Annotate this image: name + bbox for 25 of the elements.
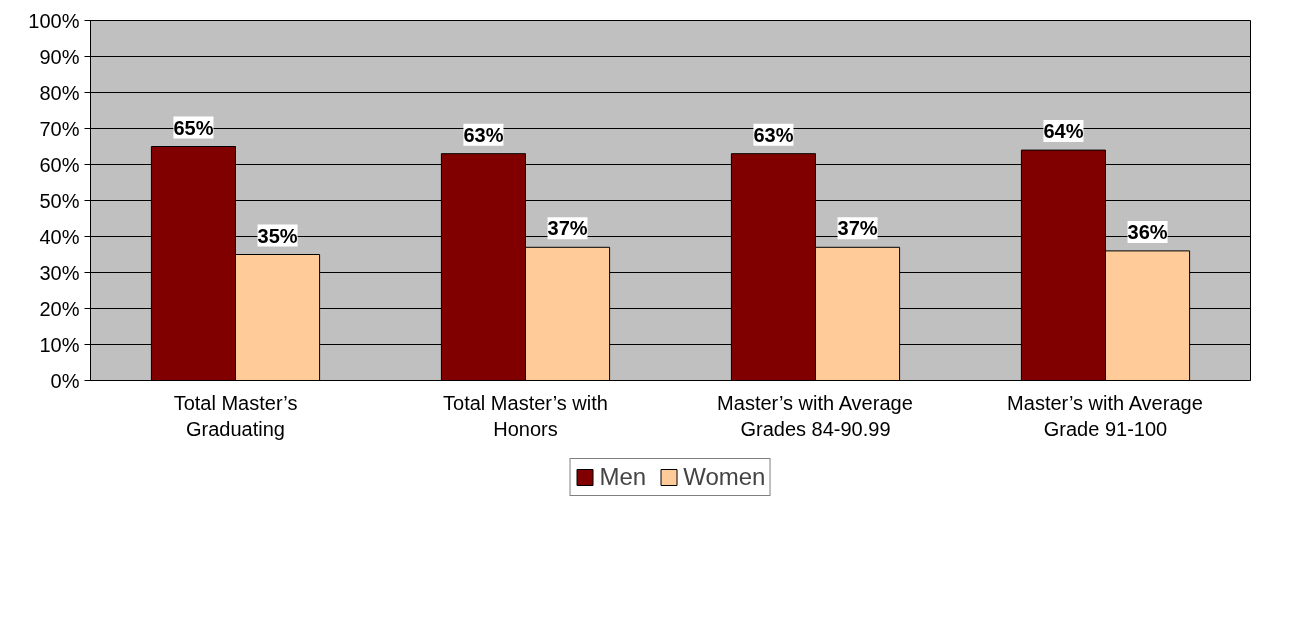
data-label: 63%	[753, 123, 794, 146]
legend-label: Women	[683, 463, 766, 491]
x-tick-label: Master’s with Average Grade 91-100	[1007, 391, 1203, 440]
y-tick-label: 100%	[28, 9, 80, 32]
x-tick-label: Total Master’s with Honors	[443, 391, 608, 440]
y-tick-label: 50%	[39, 189, 80, 212]
x-tick-label: Total Master’s Graduating	[173, 391, 298, 440]
y-tick-label: 60%	[39, 153, 80, 176]
y-tick-label: 30%	[39, 261, 80, 284]
data-label: 36%	[1127, 220, 1168, 243]
data-label: 64%	[1043, 120, 1084, 143]
legend-label: Men	[599, 463, 647, 491]
y-tick-label: 90%	[39, 45, 80, 68]
y-tick-label: 80%	[39, 81, 80, 104]
data-label: 35%	[257, 224, 298, 247]
y-tick-label: 20%	[39, 297, 80, 320]
x-tick-label: Master’s with Average Grades 84-90.99	[717, 391, 913, 440]
y-tick-label: 10%	[39, 333, 80, 356]
y-tick-label: 40%	[39, 225, 80, 248]
y-tick-label: 70%	[39, 117, 80, 140]
data-label: 63%	[463, 123, 504, 146]
y-tick-label: 0%	[50, 369, 80, 392]
data-label: 37%	[837, 217, 878, 240]
data-label: 65%	[173, 116, 214, 139]
data-label: 37%	[547, 217, 588, 240]
